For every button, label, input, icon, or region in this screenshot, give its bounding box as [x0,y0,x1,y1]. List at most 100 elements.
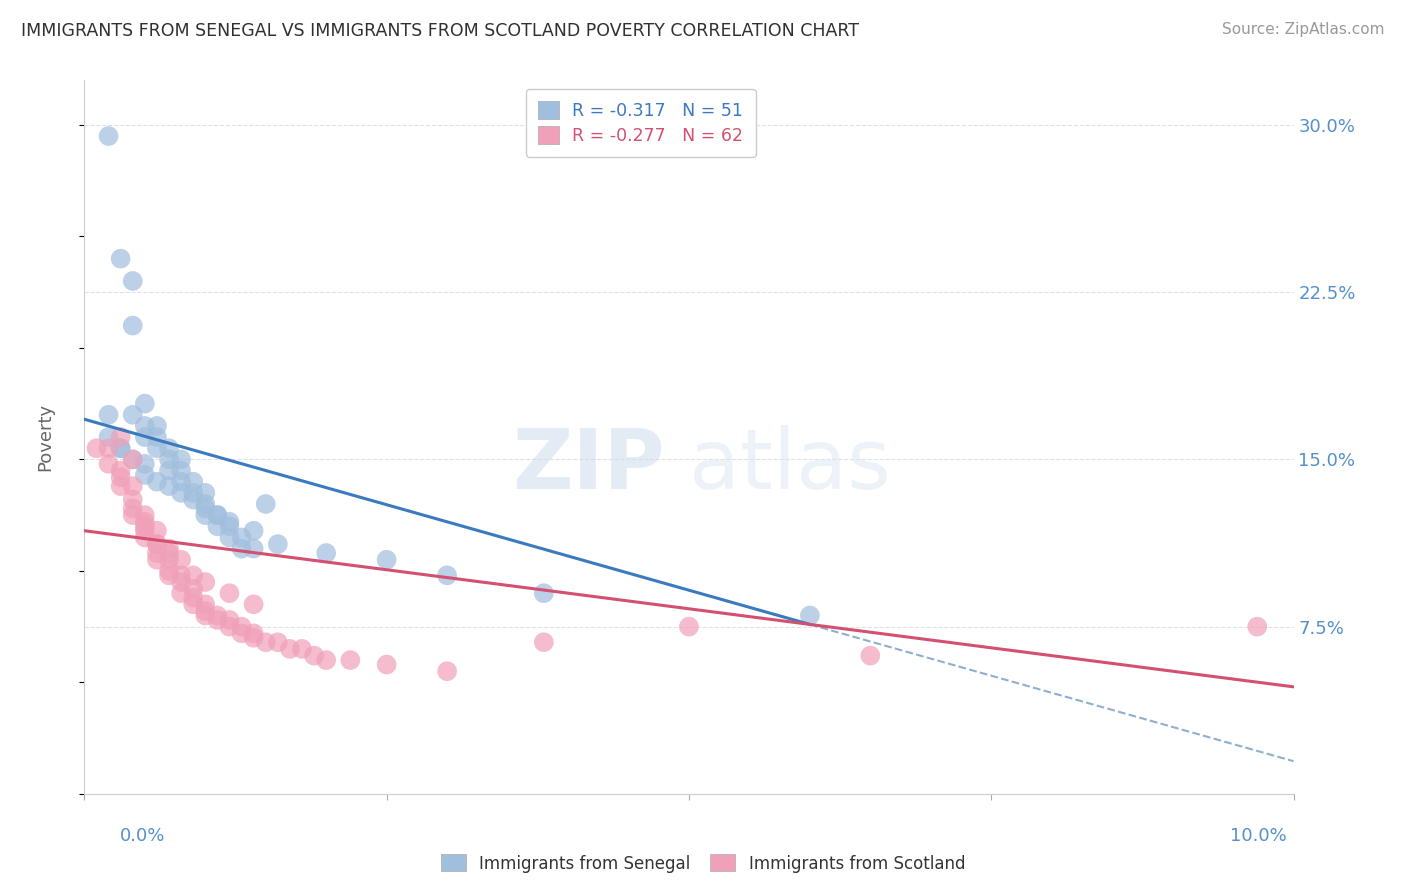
Point [181,475,204,489]
Point [181,582,204,596]
Point [375,552,398,567]
Point [218,613,240,627]
Point [242,541,264,556]
Point [170,464,193,478]
Point [121,274,143,288]
Point [194,508,217,523]
Point [242,626,264,640]
Point [97,442,120,455]
Legend: Immigrants from Senegal, Immigrants from Scotland: Immigrants from Senegal, Immigrants from… [434,847,972,880]
Point [207,608,229,623]
Point [267,537,290,551]
Point [1246,619,1268,633]
Text: ZIP: ZIP [512,425,665,506]
Point [146,524,169,538]
Point [181,591,204,605]
Point [146,552,169,567]
Point [110,464,132,478]
Point [134,524,156,538]
Point [194,497,217,511]
Point [157,464,180,478]
Point [170,475,193,489]
Point [194,598,217,612]
Point [533,635,555,649]
Point [533,586,555,600]
Legend: R = -0.317   N = 51, R = -0.277   N = 62: R = -0.317 N = 51, R = -0.277 N = 62 [526,89,755,157]
Point [121,501,143,516]
Point [194,501,217,516]
Point [134,467,156,482]
Point [134,396,156,410]
Point [121,452,143,467]
Point [121,492,143,507]
Point [157,452,180,467]
Point [302,648,325,663]
Text: Source: ZipAtlas.com: Source: ZipAtlas.com [1222,22,1385,37]
Point [375,657,398,672]
Point [181,598,204,612]
Point [339,653,361,667]
Point [254,497,277,511]
Point [170,552,193,567]
Point [146,442,169,455]
Point [110,442,132,455]
Point [194,575,217,590]
Point [170,586,193,600]
Point [242,598,264,612]
Point [146,430,169,444]
Point [97,457,120,471]
Point [157,479,180,493]
Point [134,515,156,529]
Point [170,568,193,582]
Point [146,537,169,551]
Point [170,485,193,500]
Point [799,608,821,623]
Point [157,546,180,560]
Point [242,524,264,538]
Point [436,664,458,679]
Text: atlas: atlas [689,425,890,506]
Point [121,318,143,333]
Point [194,485,217,500]
Text: Poverty: Poverty [37,403,53,471]
Point [218,515,240,529]
Point [181,485,204,500]
Text: 10.0%: 10.0% [1230,827,1286,845]
Point [278,642,301,657]
Point [315,546,337,560]
Point [97,430,120,444]
Point [218,530,240,544]
Point [146,475,169,489]
Point [97,408,120,422]
Point [121,479,143,493]
Point [134,530,156,544]
Point [110,430,132,444]
Point [436,568,458,582]
Point [110,252,132,266]
Point [859,648,882,663]
Point [121,508,143,523]
Point [110,470,132,484]
Point [157,442,180,455]
Point [157,552,180,567]
Point [218,619,240,633]
Point [242,631,264,645]
Point [110,479,132,493]
Point [157,568,180,582]
Point [181,568,204,582]
Point [194,608,217,623]
Point [291,642,314,657]
Point [134,430,156,444]
Point [146,546,169,560]
Point [86,442,108,455]
Point [134,418,156,433]
Point [207,508,229,523]
Point [121,408,143,422]
Point [157,564,180,578]
Point [678,619,700,633]
Point [170,452,193,467]
Point [194,604,217,618]
Point [231,626,253,640]
Point [134,508,156,523]
Point [231,541,253,556]
